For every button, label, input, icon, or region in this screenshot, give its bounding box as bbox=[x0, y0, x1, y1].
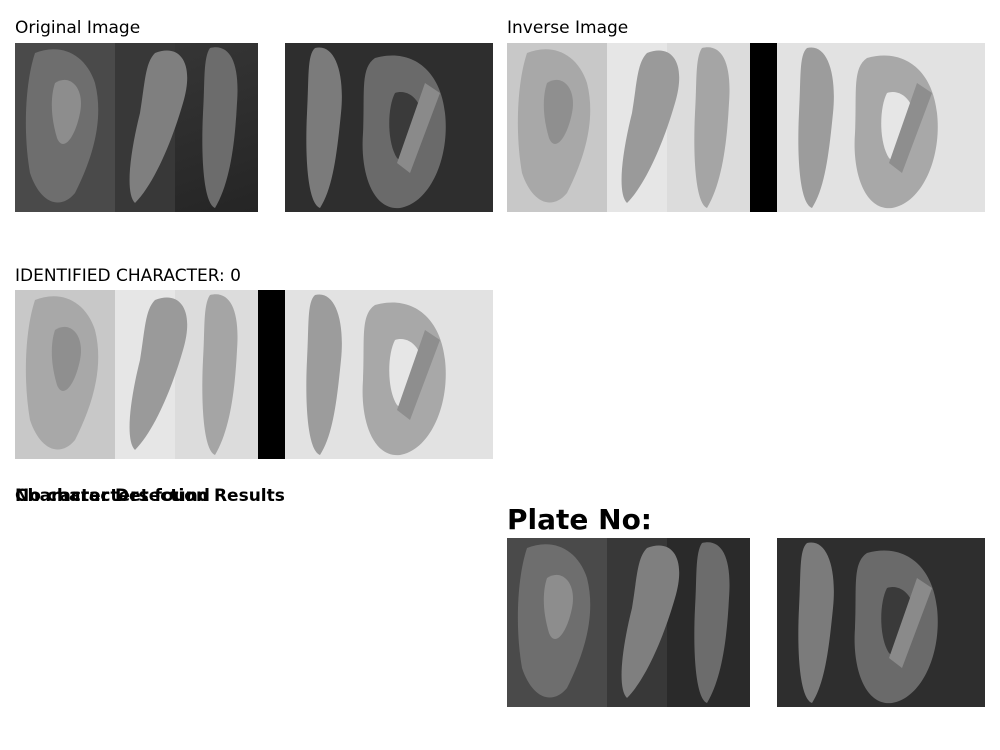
plate-image bbox=[507, 538, 985, 707]
inverse-image-panel bbox=[507, 43, 985, 212]
inverse-plate-image bbox=[507, 43, 985, 212]
original-image-title: Original Image bbox=[15, 18, 140, 38]
plate-image-panel bbox=[507, 538, 985, 707]
character-detection-results-title: Character Detection Results bbox=[15, 486, 285, 506]
plate-number-title: Plate No: bbox=[507, 504, 652, 536]
original-image-panel bbox=[15, 43, 493, 212]
identified-character-title: IDENTIFIED CHARACTER: 0 bbox=[15, 266, 241, 286]
identified-character-panel bbox=[15, 290, 493, 459]
identified-plate-image bbox=[15, 290, 493, 459]
original-plate-image bbox=[15, 43, 493, 212]
inverse-image-title: Inverse Image bbox=[507, 18, 628, 38]
